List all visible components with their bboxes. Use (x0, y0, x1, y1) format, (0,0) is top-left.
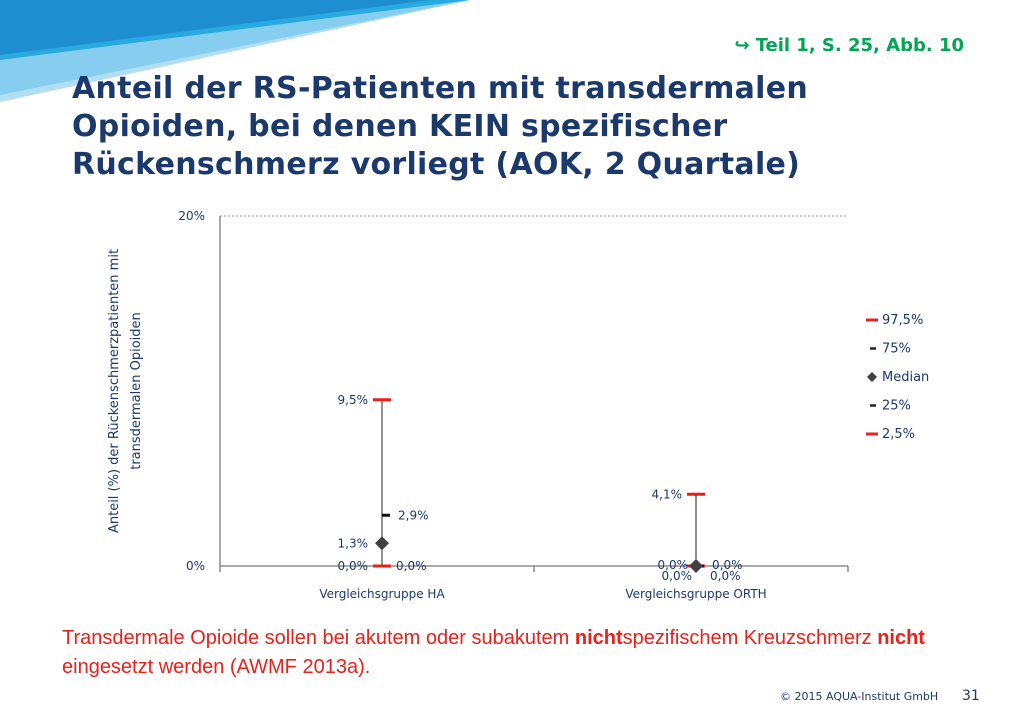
footnote-bold-2: nicht (877, 627, 925, 649)
median-label: 0,0% (712, 558, 743, 572)
legend-label: Median (882, 370, 929, 385)
p2-5-label: 0,0% (396, 559, 427, 573)
footnote: Transdermale Opioide sollen bei akutem o… (62, 624, 962, 682)
y-axis-label: Anteil (%) der Rückenschmerzpatienten mi… (107, 249, 122, 533)
slide-title: Anteil der RS-Patienten mit transdermale… (72, 71, 809, 182)
header-dark-band (0, 0, 430, 55)
p97-5-label: 4,1% (652, 487, 683, 501)
p25-label: 0,0% (338, 559, 369, 573)
x-category-label: Vergleichsgruppe HA (319, 587, 445, 601)
header-light-band (0, 0, 470, 102)
footnote-part-2: spezifischem Kreuzschmerz (622, 627, 878, 649)
legend-label: 2,5% (882, 427, 915, 442)
p75-label: 2,9% (398, 508, 429, 522)
reference-text: Teil 1, S. 25, Abb. 10 (755, 35, 964, 56)
footnote-part-1: Transdermale Opioide sollen bei akutem o… (62, 627, 575, 649)
x-category-label: Vergleichsgruppe ORTH (625, 587, 766, 601)
page-number: 31 (962, 688, 980, 704)
y-tick-label: 20% (178, 209, 205, 223)
percentile-chart: 20% 0% Anteil (%) der Rückenschmerzpatient… (107, 209, 929, 601)
return-arrow-icon: ↪ (734, 35, 750, 56)
legend-label: 97,5% (882, 313, 923, 328)
legend-marker (867, 372, 877, 382)
median-marker (689, 559, 703, 573)
y-axis-label: transdermalen Opioiden (129, 312, 144, 470)
p25-label: 0,0% (662, 569, 693, 583)
p75-label: 0,0% (658, 558, 689, 572)
copyright-text: © 2015 AQUA-Institut GmbH (780, 690, 939, 703)
y-tick-label: 0% (186, 559, 205, 573)
median-label: 1,3% (338, 536, 369, 550)
footnote-bold-1: nicht (574, 627, 623, 649)
reference-link[interactable]: ↪ Teil 1, S. 25, Abb. 10 (735, 35, 965, 56)
footnote-part-3: eingesetzt werden (AWMF 2013a). (62, 656, 371, 678)
legend-label: 25% (882, 399, 911, 414)
legend-label: 75% (882, 342, 911, 357)
median-marker (375, 536, 389, 551)
header-decoration (0, 0, 470, 102)
p97-5-label: 9,5% (338, 393, 369, 407)
p2-5-label: 0,0% (710, 569, 741, 583)
